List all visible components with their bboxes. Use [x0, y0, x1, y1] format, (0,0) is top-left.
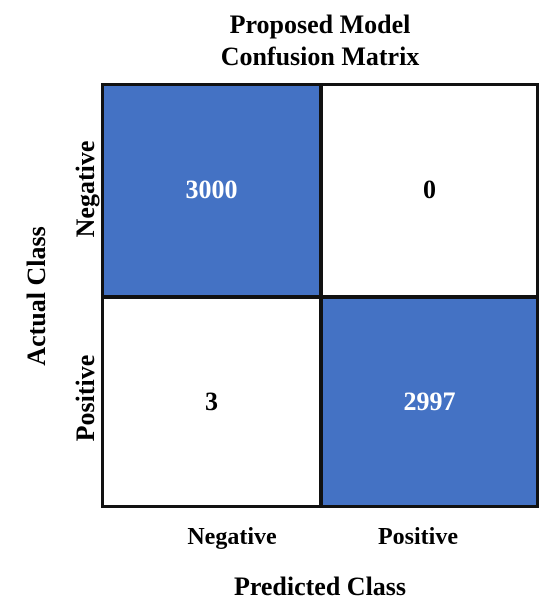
- y-axis-label: Actual Class: [22, 226, 51, 366]
- cell-value-label: 2997: [403, 386, 456, 416]
- chart-title: Proposed Model: [229, 10, 411, 39]
- chart-subtitle: Confusion Matrix: [220, 42, 420, 71]
- x-tick-label-positive: Positive: [378, 524, 458, 550]
- matrix-cell-positive-positive: 2997: [320, 295, 539, 508]
- x-axis-label: Predicted Class: [233, 572, 407, 601]
- cell-value-label: 3: [205, 386, 218, 416]
- y-tick-label-negative: Negative: [71, 140, 100, 238]
- y-tick-label-positive: Positive: [71, 354, 100, 442]
- matrix-cell-negative-negative: 3000: [101, 83, 322, 298]
- cell-value-label: 3000: [185, 175, 238, 205]
- x-tick-label-negative: Negative: [187, 524, 277, 550]
- cell-value-label: 0: [423, 175, 436, 205]
- confusion-matrix: 3000 0 3 2997: [101, 83, 539, 508]
- matrix-cell-negative-positive: 0: [320, 83, 539, 298]
- matrix-cell-positive-negative: 3: [101, 295, 322, 508]
